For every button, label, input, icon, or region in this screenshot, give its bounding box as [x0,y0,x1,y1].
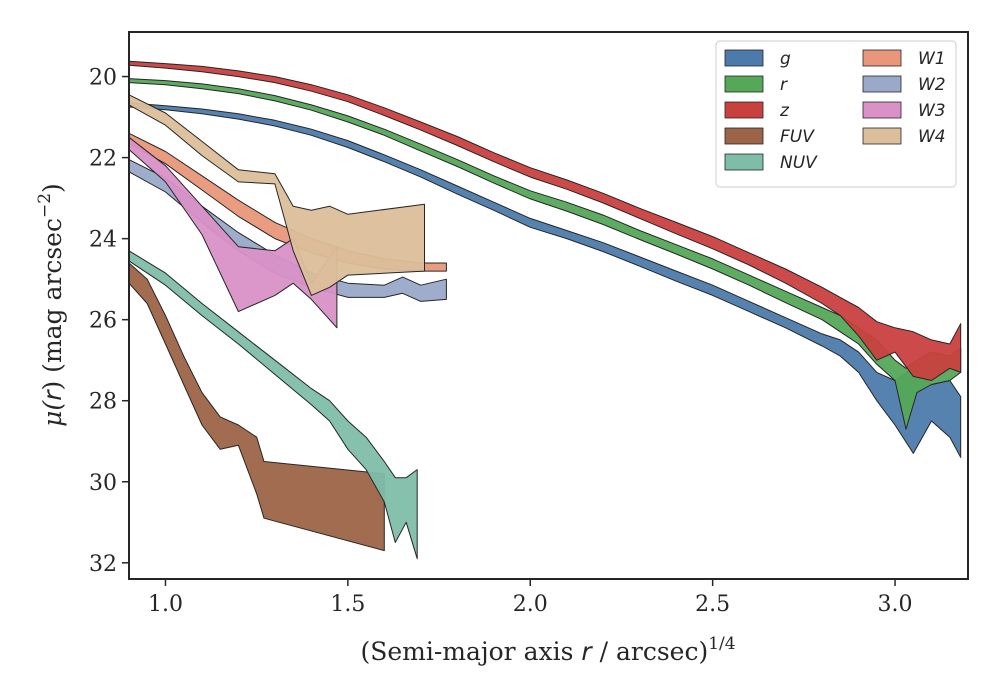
legend-swatch-z [724,101,764,119]
legend-label-w3: W3 [918,101,946,121]
band-nuv [128,250,418,560]
y-tick-label: 26 [89,309,117,334]
legend-swatch-g [724,49,764,67]
legend-label-w4: W4 [918,127,946,147]
legend-label-g: g [780,49,791,69]
x-tick-label: 3.0 [878,592,913,617]
y-tick-label: 22 [89,147,117,172]
y-tick-label: 32 [89,552,117,577]
x-axis-title: (Semi-major axis r / arcsec)1/4 [360,634,735,666]
x-tick-label: 1.5 [330,592,365,617]
y-tick-label: 20 [89,66,117,91]
profile-bands [128,60,962,560]
legend-swatch-w3 [862,101,902,119]
legend-label-w2: W2 [918,75,946,95]
legend-label-z: z [779,101,790,121]
x-tick-label: 2.0 [513,592,548,617]
legend-label-w1: W1 [918,49,946,69]
band-w4 [128,94,425,296]
legend-label-fuv: FUV [780,127,815,147]
x-axis-ticks: 1.0 1.5 2.0 2.5 3.0 [148,579,913,617]
band-z [128,60,962,381]
y-axis-ticks: 20 22 24 26 28 30 32 [89,66,129,577]
legend-swatch-fuv [724,127,764,145]
y-tick-label: 28 [89,390,117,415]
legend-swatch-w2 [862,75,902,93]
legend-label-nuv: NUV [780,153,818,173]
band-fuv [128,262,385,552]
plot-frame [128,31,969,580]
y-axis-title: μ(r) (mag arcsec−2) [35,183,67,427]
legend-label-r: r [780,75,788,95]
band-g [128,102,962,458]
x-tick-label: 1.0 [148,592,183,617]
legend-swatch-w4 [862,127,902,145]
legend-swatch-w1 [862,49,902,67]
y-tick-label: 24 [89,228,117,253]
band-w3 [128,136,338,329]
x-tick-label: 2.5 [695,592,730,617]
y-tick-label: 30 [89,471,117,496]
legend-swatch-nuv [724,153,764,171]
legend-swatch-r [724,75,764,93]
legend: grz FUV NUV W1 W2 W3 W4 [715,40,957,188]
